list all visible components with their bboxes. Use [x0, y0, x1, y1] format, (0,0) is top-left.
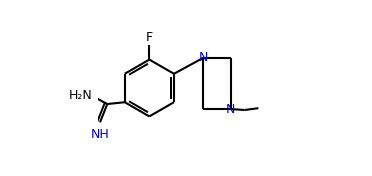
- Text: NH: NH: [91, 128, 109, 141]
- Text: N: N: [199, 51, 208, 64]
- Text: F: F: [146, 31, 153, 44]
- Text: N: N: [226, 103, 235, 116]
- Text: H₂N: H₂N: [69, 89, 93, 102]
